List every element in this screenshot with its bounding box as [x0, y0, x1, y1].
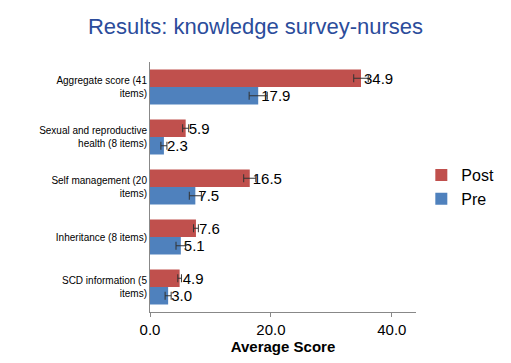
svg-text:3.0: 3.0: [171, 287, 192, 304]
svg-text:Post: Post: [461, 167, 494, 184]
svg-text:7.5: 7.5: [198, 187, 219, 204]
svg-text:2.3: 2.3: [167, 137, 188, 154]
svg-text:Pre: Pre: [461, 191, 486, 208]
svg-text:7.6: 7.6: [199, 220, 220, 237]
svg-text:4.9: 4.9: [183, 270, 204, 287]
svg-text:0.0: 0.0: [140, 321, 161, 338]
svg-text:5.1: 5.1: [184, 237, 205, 254]
svg-text:5.9: 5.9: [189, 120, 210, 137]
svg-text:16.5: 16.5: [253, 170, 282, 187]
svg-text:Sexual and reproductivehealth: Sexual and reproductivehealth (8 items): [39, 125, 147, 149]
svg-text:Average Score: Average Score: [231, 338, 336, 355]
svg-text:Aggregate score (41items): Aggregate score (41items): [56, 75, 147, 99]
svg-text:SCD information (5items): SCD information (5items): [62, 275, 147, 299]
svg-text:Inheritance (8 items): Inheritance (8 items): [56, 232, 147, 243]
svg-text:Results: knowledge survey-nurs: Results: knowledge survey-nurses: [88, 14, 423, 39]
svg-text:Self management (20items): Self management (20items): [51, 175, 147, 199]
svg-text:17.9: 17.9: [261, 87, 290, 104]
svg-text:20.0: 20.0: [256, 321, 285, 338]
svg-text:40.0: 40.0: [377, 321, 406, 338]
svg-text:34.9: 34.9: [364, 70, 393, 87]
